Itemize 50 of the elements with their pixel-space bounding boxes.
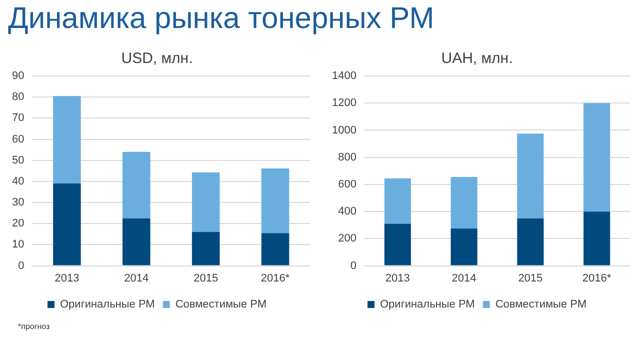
- legend-label: Оригинальные РМ: [60, 298, 155, 311]
- y-tick-label: 0: [350, 260, 356, 272]
- x-tick-label: 2015: [518, 272, 543, 284]
- bar: [122, 218, 150, 266]
- y-tick-label: 1400: [332, 70, 356, 82]
- x-tick-label: 2014: [452, 272, 476, 284]
- bar: [584, 212, 610, 266]
- bar: [192, 172, 220, 232]
- y-tick-label: 40: [12, 175, 24, 188]
- x-tick-label: 2013: [385, 272, 410, 284]
- y-tick-label: 800: [338, 151, 356, 164]
- bar: [261, 233, 290, 266]
- bar: [261, 168, 290, 234]
- y-tick-label: 10: [12, 238, 24, 251]
- text: *прогноз: [18, 322, 50, 331]
- y-tick-label: 20: [12, 218, 24, 230]
- x-tick-label: 2016*: [260, 272, 290, 284]
- y-tick-label: 90: [12, 70, 24, 82]
- y-tick-label: 30: [12, 196, 24, 209]
- x-tick-label: 2014: [124, 272, 149, 284]
- bar: [53, 184, 81, 266]
- y-tick-label: 600: [338, 178, 356, 190]
- legend-label: Совместимые РМ: [495, 298, 587, 311]
- y-tick-label: 1000: [332, 124, 356, 136]
- bar: [517, 134, 544, 218]
- y-tick-label: 200: [338, 232, 356, 245]
- bar: [584, 103, 610, 212]
- bar: [517, 218, 544, 266]
- x-tick-label: 2013: [54, 272, 80, 284]
- chart-title: UAH, млн.: [441, 50, 513, 68]
- bar: [384, 178, 411, 224]
- bar: [122, 152, 150, 218]
- y-tick-label: 1200: [332, 97, 356, 110]
- bar: [53, 96, 81, 184]
- y-tick-label: 70: [12, 112, 24, 124]
- y-tick-label: 400: [338, 206, 356, 218]
- x-tick-label: 2015: [194, 272, 218, 284]
- bar: [192, 232, 220, 266]
- bar: [450, 177, 478, 229]
- x-tick-label: 2016*: [582, 272, 612, 284]
- y-tick-label: 80: [12, 91, 24, 104]
- y-tick-label: 60: [12, 133, 24, 146]
- chart-subtitle: USD, млн.: [121, 50, 193, 68]
- legend-label: Оригинальные РМ: [380, 298, 475, 311]
- y-tick-label: 0: [18, 260, 24, 272]
- chart-title: Динамика рынка тонерных РМ: [8, 2, 434, 36]
- bar: [450, 228, 478, 266]
- legend-label: Совместимые РМ: [175, 298, 267, 311]
- bar: [384, 224, 411, 266]
- y-tick-label: 50: [12, 154, 24, 166]
